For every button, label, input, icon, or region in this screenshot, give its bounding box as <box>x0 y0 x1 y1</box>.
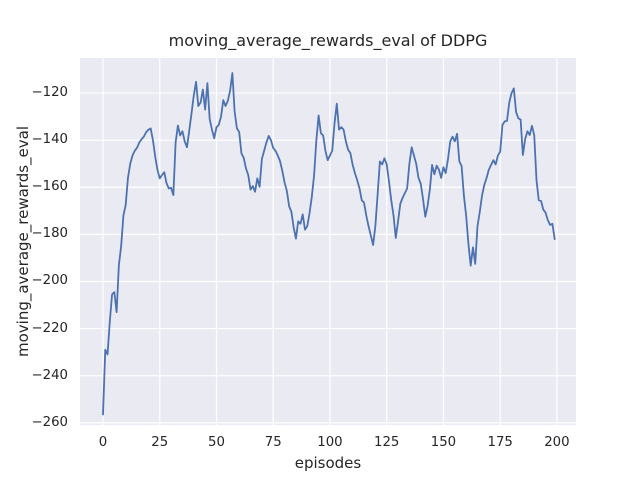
line-series <box>102 72 556 416</box>
x-tick-label: 25 <box>151 435 169 450</box>
x-tick-label: 100 <box>317 435 343 450</box>
x-tick-label: 0 <box>98 435 108 450</box>
y-tick-label: −160 <box>31 179 68 195</box>
x-tick-label: 175 <box>487 435 513 450</box>
x-tick-label: 50 <box>208 435 225 450</box>
x-tick-label: 125 <box>374 435 400 450</box>
x-axis-label: episodes <box>294 454 362 472</box>
y-tick-label: −200 <box>31 273 68 289</box>
y-tick-label: −260 <box>31 414 68 430</box>
y-tick-label: −240 <box>31 367 68 383</box>
x-tick-label: 200 <box>544 435 570 450</box>
line-plot <box>80 58 576 425</box>
x-tick-label: 150 <box>430 435 457 450</box>
y-tick-label: −120 <box>31 85 68 101</box>
plot-area <box>80 58 576 425</box>
y-tick-label: −140 <box>31 132 68 148</box>
chart-title: moving_average_rewards_eval of DDPG <box>168 31 488 50</box>
y-tick-label: −220 <box>31 320 68 336</box>
x-tick-label: 75 <box>264 435 282 450</box>
y-tick-label: −180 <box>31 226 68 242</box>
